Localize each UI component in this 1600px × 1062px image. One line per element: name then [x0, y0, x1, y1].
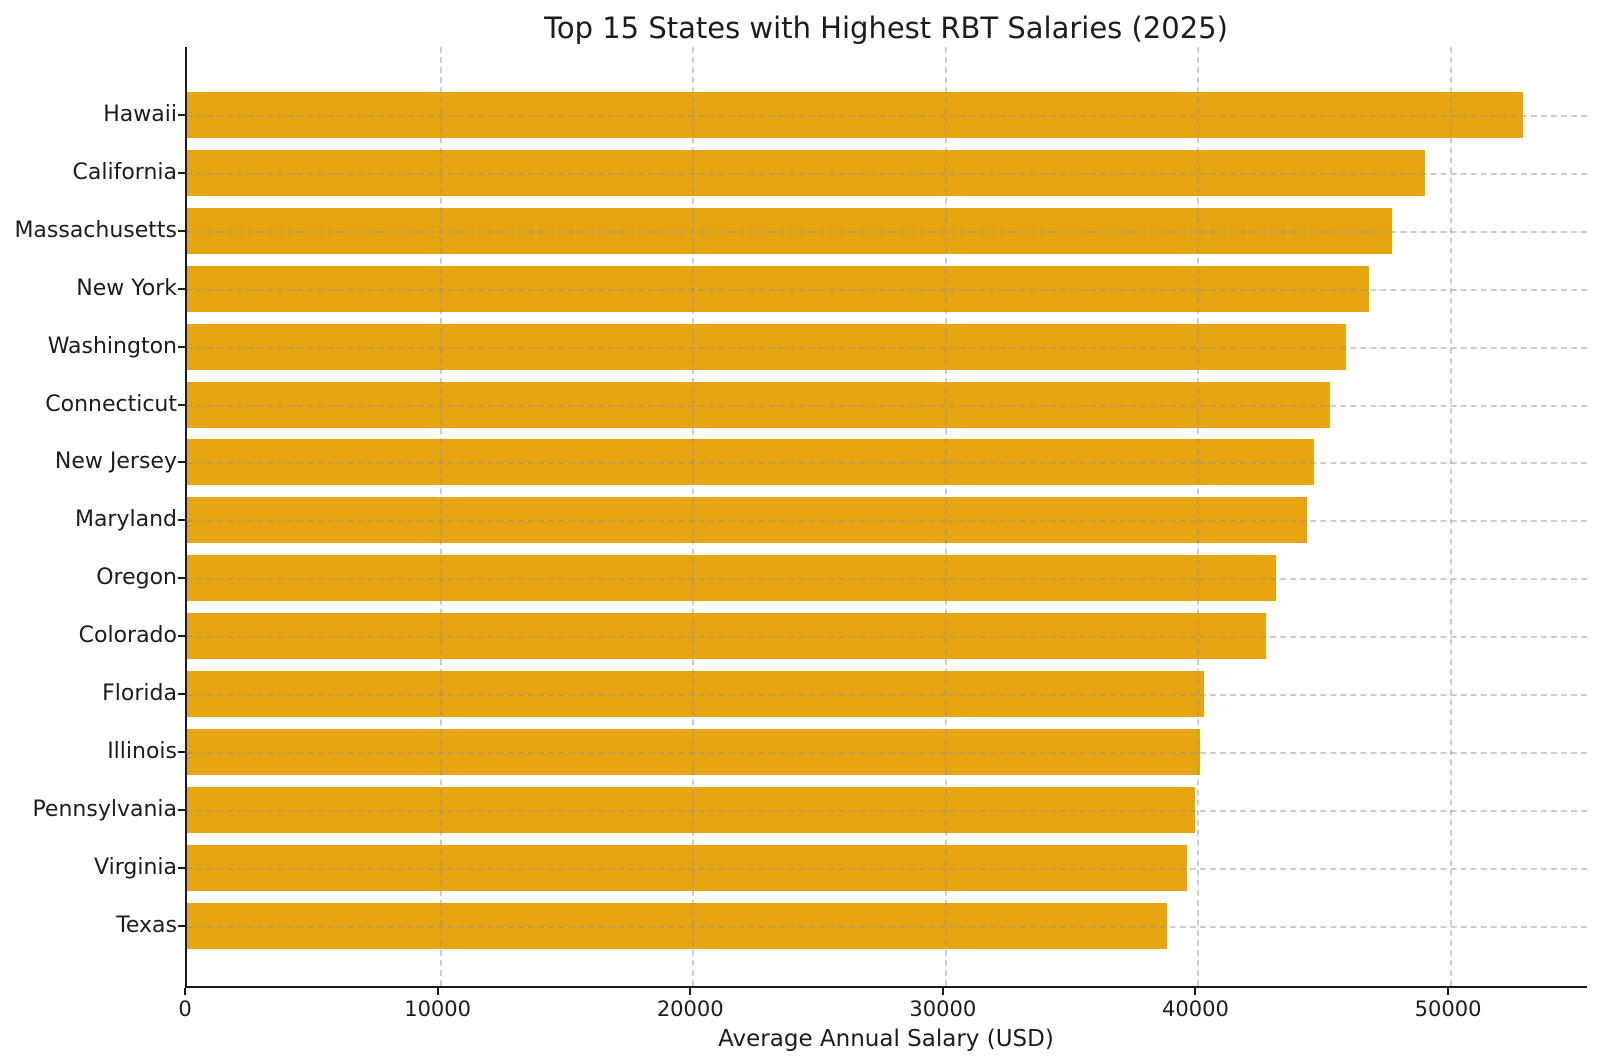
y-tick-label: Oregon — [96, 565, 177, 591]
plot-area — [185, 47, 1587, 988]
y-tick-mark — [178, 229, 185, 232]
y-tick-label: Connecticut — [45, 391, 177, 417]
y-tick-label: California — [72, 159, 177, 185]
h-gridline — [187, 809, 1587, 812]
x-tick-label: 0 — [178, 997, 192, 1021]
bar-california — [187, 149, 1425, 196]
h-gridline — [187, 230, 1587, 233]
bar-hawaii — [187, 92, 1524, 138]
x-tick-label: 40000 — [1162, 997, 1229, 1021]
x-tick-mark — [1194, 988, 1197, 995]
bar-illinois — [187, 728, 1200, 775]
y-tick-label: Florida — [102, 681, 177, 706]
bar-colorado — [187, 613, 1266, 660]
x-tick-label: 50000 — [1414, 997, 1482, 1021]
y-tick-label: Hawaii — [103, 102, 177, 127]
h-gridline — [187, 462, 1587, 465]
y-tick-mark — [178, 924, 185, 927]
h-gridline — [187, 636, 1587, 639]
v-gridline — [944, 47, 947, 986]
bar-texas — [187, 902, 1168, 949]
y-tick-mark — [178, 403, 185, 406]
y-tick-mark — [178, 577, 185, 580]
h-gridline — [187, 115, 1587, 117]
bar-washington — [187, 323, 1347, 370]
x-tick-mark — [436, 988, 439, 995]
v-gridline — [692, 47, 695, 986]
x-tick-mark — [941, 988, 944, 995]
chart-title: Top 15 States with Highest RBT Salaries … — [544, 11, 1228, 45]
x-tick-label: 10000 — [404, 997, 472, 1021]
y-tick-mark — [178, 461, 185, 464]
v-gridline — [439, 47, 442, 986]
y-tick-mark — [178, 171, 185, 174]
v-gridline — [1197, 47, 1200, 986]
h-gridline — [187, 288, 1587, 291]
bar-oregon — [187, 555, 1276, 602]
h-gridline — [187, 694, 1587, 696]
bar-connecticut — [187, 381, 1331, 428]
y-tick-mark — [178, 866, 185, 869]
bar-virginia — [187, 844, 1188, 891]
h-gridline — [187, 346, 1587, 349]
y-tick-label: Pennsylvania — [32, 796, 177, 822]
y-tick-mark — [178, 693, 185, 695]
y-tick-label: New Jersey — [54, 449, 177, 475]
h-gridline — [187, 867, 1587, 870]
bar-new-york — [187, 265, 1370, 312]
x-tick-label: 30000 — [909, 997, 977, 1021]
x-tick-mark — [184, 988, 186, 995]
bar-pennsylvania — [187, 786, 1195, 833]
bar-massachusetts — [187, 207, 1392, 254]
h-gridline — [187, 172, 1587, 175]
y-tick-mark — [178, 287, 185, 290]
y-tick-label: Illinois — [107, 738, 177, 764]
y-tick-label: Texas — [116, 912, 177, 938]
y-tick-mark — [178, 519, 185, 522]
h-gridline — [187, 578, 1587, 581]
y-tick-label: New York — [76, 275, 177, 301]
h-gridline — [187, 925, 1587, 928]
x-tick-mark — [1447, 988, 1450, 995]
v-gridline — [1450, 47, 1453, 986]
bar-new-jersey — [187, 439, 1314, 486]
y-tick-mark — [178, 635, 185, 638]
y-tick-mark — [178, 114, 185, 116]
h-gridline — [187, 520, 1587, 523]
h-gridline — [187, 404, 1587, 407]
y-tick-label: Maryland — [74, 507, 177, 533]
y-tick-mark — [178, 345, 185, 348]
x-axis-label: Average Annual Salary (USD) — [718, 1026, 1054, 1052]
bar-maryland — [187, 497, 1308, 544]
x-tick-mark — [689, 988, 692, 995]
y-tick-mark — [178, 808, 185, 811]
y-tick-label: Massachusetts — [14, 217, 177, 243]
x-tick-label: 20000 — [656, 997, 724, 1021]
y-tick-label: Washington — [47, 333, 177, 359]
h-gridline — [187, 751, 1587, 754]
y-tick-mark — [178, 750, 185, 753]
bar-florida — [187, 671, 1204, 717]
y-tick-label: Colorado — [78, 623, 177, 649]
y-tick-label: Virginia — [94, 854, 177, 880]
